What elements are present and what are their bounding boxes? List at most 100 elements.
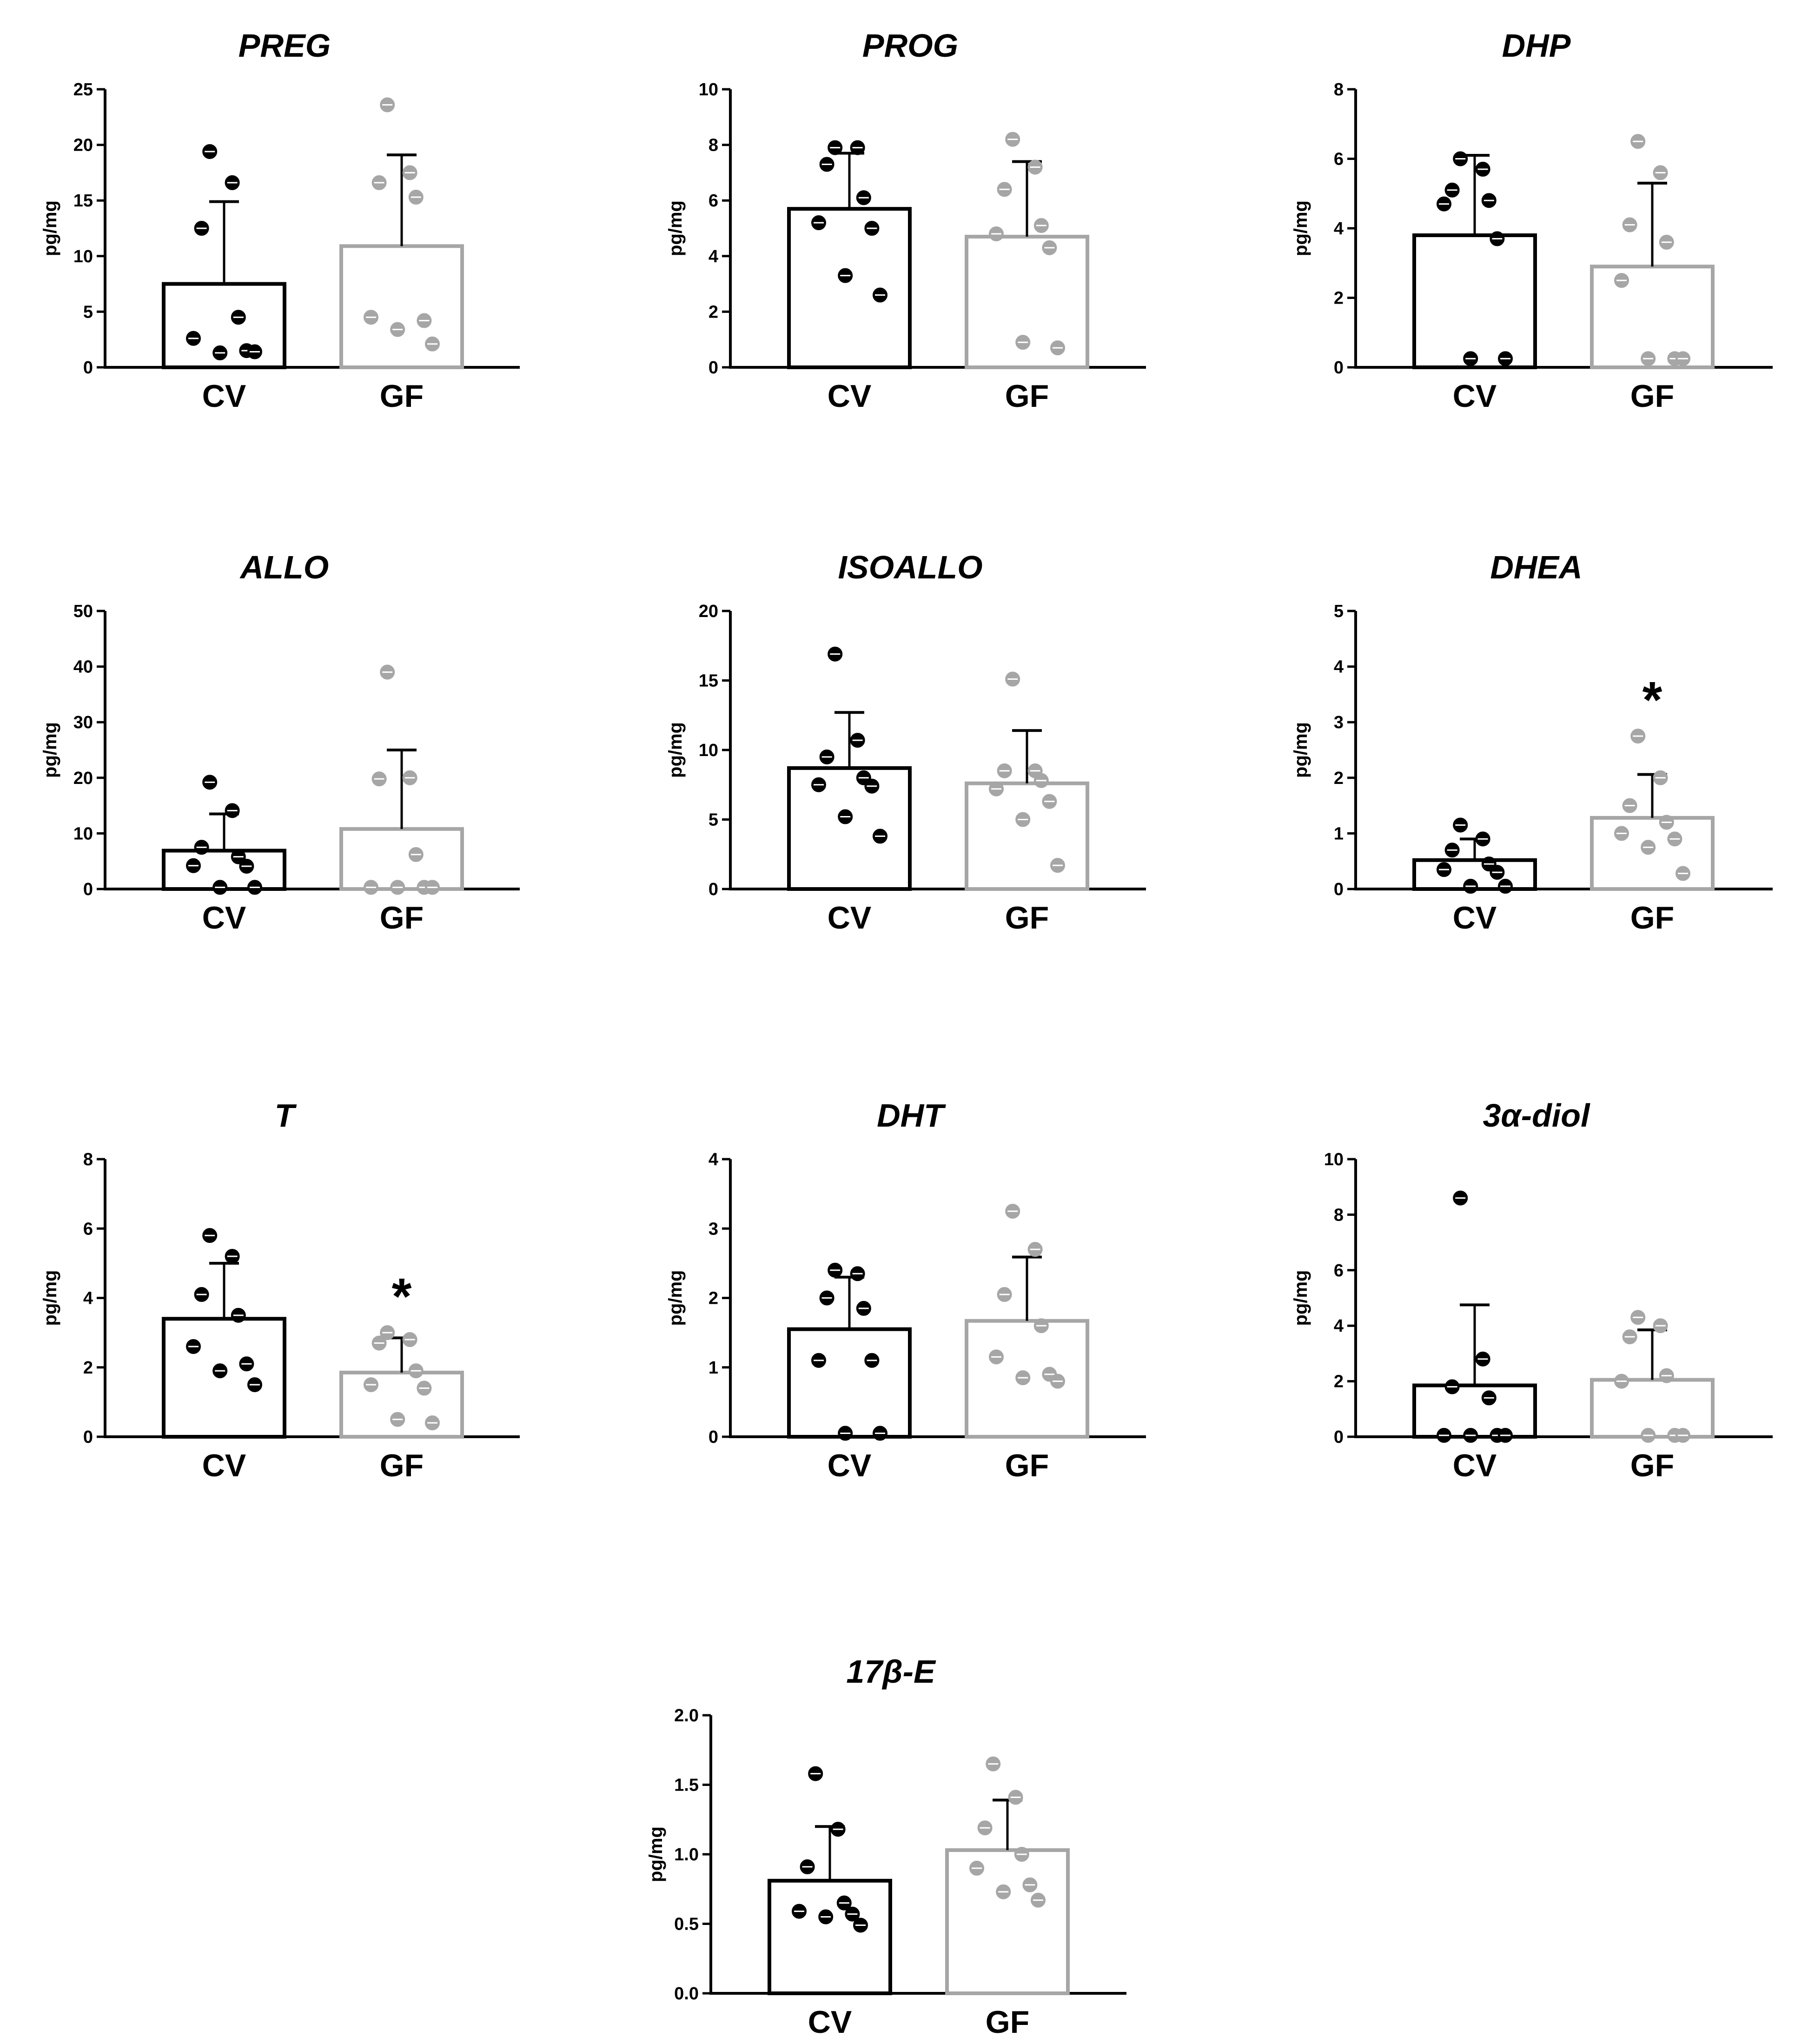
data-point-mark [1439, 869, 1449, 870]
data-point-mark [999, 770, 1010, 772]
data-point-mark [215, 886, 225, 888]
data-point-mark [1439, 203, 1449, 205]
panel-title: 3α-diol [1483, 1097, 1590, 1134]
x-category-label: CV [1453, 1448, 1497, 1483]
data-point-mark [196, 1294, 207, 1295]
data-point-mark [233, 316, 244, 318]
data-point-mark [1643, 1434, 1654, 1436]
x-category-label: CV [1453, 378, 1497, 414]
y-tick-label: 20 [699, 602, 718, 621]
panel-title: DHT [877, 1097, 946, 1134]
data-point-mark [830, 653, 841, 655]
data-point-mark [1447, 1386, 1457, 1388]
y-tick-label: 0 [83, 880, 93, 899]
data-point-mark [241, 1363, 252, 1365]
data-point-mark [392, 886, 403, 888]
data-point-mark [411, 854, 421, 856]
data-point-mark [1669, 1434, 1680, 1436]
data-point-mark [858, 1307, 869, 1309]
data-point-mark [392, 1419, 403, 1420]
data-point-mark [188, 1346, 199, 1347]
data-point-mark [1036, 225, 1046, 226]
x-category-label: GF [1005, 378, 1049, 414]
data-point-mark [419, 886, 430, 888]
data-point-mark [802, 1866, 813, 1868]
data-point-mark [419, 320, 430, 322]
data-point-mark [1025, 1884, 1035, 1886]
x-category-label: GF [986, 2004, 1029, 2040]
data-point-mark [233, 1314, 244, 1316]
y-axis-label: pg/mg [665, 1270, 686, 1326]
data-point-mark [233, 856, 244, 858]
data-point-mark [1477, 1358, 1488, 1360]
y-tick-label: 8 [1334, 1205, 1344, 1225]
y-tick-label: 6 [83, 1219, 93, 1239]
x-category-label: GF [380, 900, 424, 936]
data-point-mark [1483, 1397, 1494, 1399]
x-category-label: CV [808, 2004, 852, 2040]
data-point-mark [814, 784, 824, 786]
y-tick-label: 2.0 [674, 1706, 699, 1725]
data-point-mark [852, 147, 863, 149]
y-tick-label: 2 [709, 1289, 718, 1308]
y-tick-label: 0.0 [674, 1984, 699, 2004]
panel-17-e: 17β-E pg/mg 0.0 0.5 1.0 1.5 2.0 CV GF [646, 1653, 1126, 2040]
data-point-mark [999, 188, 1010, 190]
y-tick-label: 4 [709, 1150, 718, 1169]
data-point-mark [840, 816, 851, 818]
data-point-mark [392, 329, 403, 331]
data-point-mark [1678, 1434, 1688, 1436]
data-point-mark [1655, 777, 1666, 779]
data-point-mark [1616, 279, 1627, 281]
data-point-mark [1500, 1434, 1510, 1436]
data-point-mark [1044, 801, 1055, 803]
data-point-mark [366, 1384, 376, 1386]
x-category-label: GF [1630, 378, 1674, 414]
y-tick-label: 10 [1324, 1150, 1344, 1169]
bar-gf [945, 1848, 1070, 1996]
x-category-label: GF [380, 1448, 424, 1483]
y-tick-label: 6 [1334, 150, 1344, 169]
data-point-mark [858, 777, 869, 779]
y-tick-label: 4 [1334, 657, 1344, 677]
data-point-mark [814, 222, 824, 224]
data-point-mark [847, 1913, 858, 1915]
data-point-mark [1678, 873, 1688, 875]
data-point-mark [1455, 1197, 1466, 1199]
y-tick-label: 20 [73, 136, 93, 155]
data-point-mark [1492, 238, 1503, 239]
data-point-mark [988, 1763, 999, 1765]
data-point-mark [366, 316, 376, 318]
y-axis-label: pg/mg [40, 1270, 60, 1326]
data-point-mark [374, 1342, 384, 1344]
y-tick-label: 30 [73, 713, 93, 732]
x-category-label: CV [1453, 900, 1497, 936]
panel-title: DHP [1502, 27, 1571, 64]
data-point-mark [1053, 864, 1063, 866]
data-point-mark [1455, 824, 1466, 826]
data-point-mark [810, 1773, 821, 1775]
data-point-mark [1465, 885, 1476, 887]
data-point-mark [1500, 885, 1510, 887]
bar-cv [768, 1878, 892, 1996]
x-category-label: CV [828, 900, 871, 936]
data-point-mark [1492, 871, 1503, 873]
panel-3-diol: 3α-diol pg/mg 0 2 4 6 8 10 CV GF [1291, 1097, 1773, 1483]
data-point-mark [1053, 1380, 1063, 1382]
bar-cv [787, 207, 912, 369]
data-point-mark [1633, 1316, 1643, 1318]
y-axis-label: pg/mg [646, 1826, 666, 1882]
data-point-mark [821, 756, 832, 758]
x-category-label: GF [1005, 900, 1049, 936]
panel-title: ISOALLO [838, 549, 982, 585]
data-point-mark [404, 1339, 415, 1341]
data-point-mark [1678, 358, 1688, 359]
bar-cv [1412, 1383, 1537, 1439]
significance-star: * [392, 1268, 412, 1325]
bar-gf [339, 244, 464, 369]
x-category-label: CV [202, 900, 246, 936]
y-tick-label: 0 [83, 1427, 93, 1447]
data-point-mark [1643, 846, 1654, 848]
data-point-mark [1633, 735, 1643, 737]
y-tick-label: 0 [83, 358, 93, 378]
